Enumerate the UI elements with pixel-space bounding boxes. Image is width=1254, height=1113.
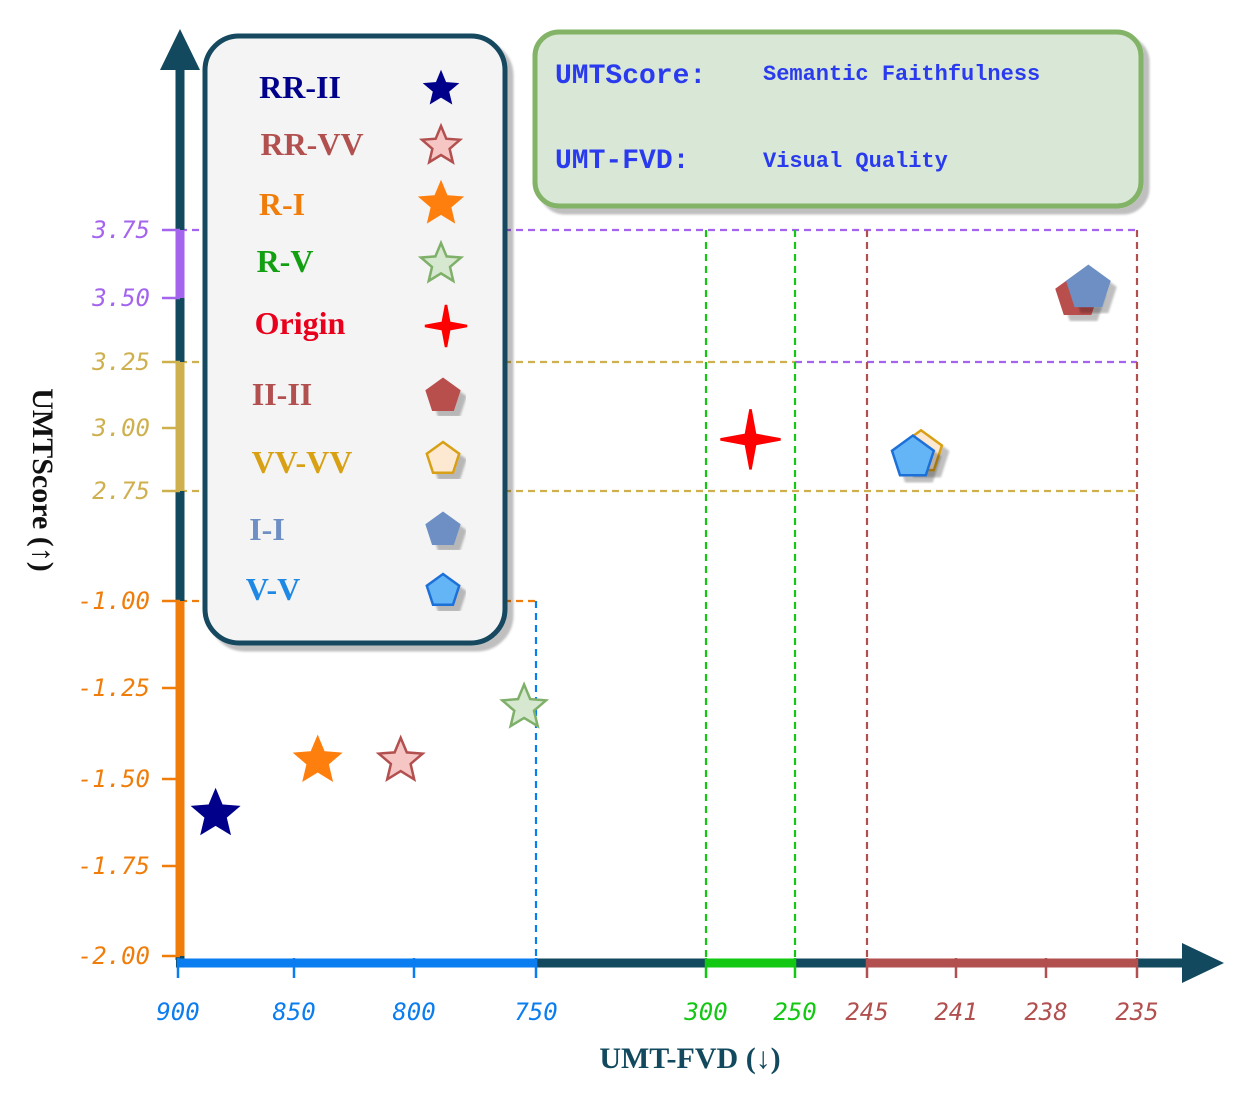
info-value-umtfvd: Visual Quality [763,149,948,174]
point-i-i [1066,264,1111,308]
x-tick-label: 245 [845,998,888,1026]
x-tick-label: 241 [934,998,977,1026]
y-axis-title: UMTScore (↑) [26,388,59,572]
legend-label-i-i: I-I [249,511,285,547]
x-tick-label: 235 [1115,998,1158,1026]
legend-marker-ii-ii [425,377,461,412]
y-tick-label: -1.75 [78,852,150,880]
x-axis-arrowhead [1182,943,1224,983]
point-v-v [890,433,936,477]
x-tick-label: 750 [514,998,557,1026]
info-key-umtscore: UMTScore: [555,61,706,92]
legend-marker-r-v [417,239,465,284]
legend-label-r-v: R-V [257,243,314,279]
legend-marker-rr-vv [418,122,464,165]
legend-marker-v-v [425,572,461,607]
info-box-frame [532,29,1144,209]
legend-label-vv-vv: VV-VV [252,444,353,480]
y-tick-label: 3.00 [91,414,150,442]
legend-label-rr-vv: RR-VV [260,126,363,162]
info-box: UMTScore: Semantic Faithfulness UMT-FVD:… [532,29,1144,209]
point-rr-ii [190,787,241,836]
y-axis-arrowhead [160,29,200,70]
y-tick-label: 3.75 [91,216,150,244]
data-markers [190,264,1111,836]
point-rr-vv [375,734,426,783]
x-axis-title: UMT-FVD (↓) [599,1042,780,1075]
point-r-i [292,734,343,783]
legend-marker-origin [424,304,468,348]
legend-label-r-i: R-I [259,186,305,222]
legend: RR-II RR-VV R-I R-V Origin II-II VV-VV I-I V-V [202,33,508,646]
point-origin [720,409,781,470]
x-tick-label: 850 [272,998,315,1026]
y-tick-label: 3.25 [91,348,150,376]
x-tick-label: 238 [1024,998,1067,1026]
axes: 900 850 800 750 300 250 245 241 238 235 -2.00 -1.75… [26,29,1224,1075]
info-value-umtscore: Semantic Faithfulness [763,62,1040,87]
x-tick-label: 800 [392,998,435,1026]
x-tick-label: 900 [156,998,199,1026]
legend-marker-rr-ii [422,69,460,105]
legend-box [202,33,508,646]
y-tick-label: -1.50 [78,765,150,793]
x-tick-label: 300 [683,998,727,1026]
legend-label-v-v: V-V [246,571,301,607]
x-tick-label: 250 [773,998,816,1026]
point-r-v [499,681,550,729]
legend-marker-i-i [425,511,461,546]
y-tick-label: -1.00 [78,587,150,615]
y-tick-label: 3.50 [91,284,150,312]
legend-marker-r-i [417,179,465,224]
info-key-umtfvd: UMT-FVD: [555,146,689,177]
legend-label-origin: Origin [255,305,346,341]
legend-label-rr-ii: RR-II [259,69,341,105]
y-tick-label: 2.75 [92,477,150,505]
y-tick-label: -1.25 [78,674,150,702]
y-tick-label: -2.00 [78,942,150,970]
legend-label-ii-ii: II-II [252,376,312,412]
legend-marker-vv-vv [425,440,461,475]
